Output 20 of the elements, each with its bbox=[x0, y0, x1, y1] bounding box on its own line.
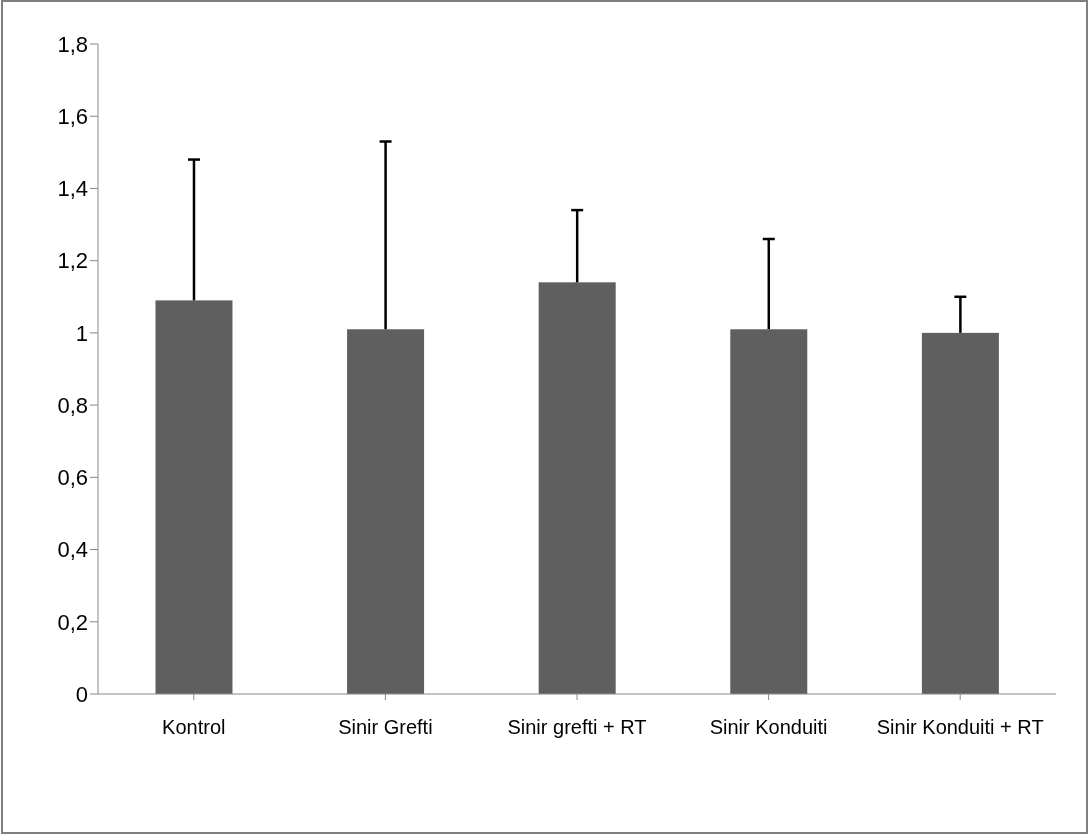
bar bbox=[538, 282, 616, 694]
x-tick-label: Kontrol bbox=[162, 716, 226, 739]
bar bbox=[730, 329, 808, 694]
y-tick-label: 1,6 bbox=[57, 104, 88, 130]
x-tick-label: Sinir Konduiti bbox=[709, 716, 828, 739]
y-tick-label: 0 bbox=[75, 681, 88, 707]
y-tick-label: 0,4 bbox=[57, 537, 88, 563]
y-tick-label: 1 bbox=[75, 320, 88, 346]
y-tick-label: 1,2 bbox=[57, 248, 88, 274]
y-tick-label: 0,8 bbox=[57, 392, 88, 418]
y-tick-label: 1,4 bbox=[57, 176, 88, 202]
x-tick-label: Sinir Konduiti + RT bbox=[876, 716, 1044, 739]
x-tick-label: Sinir grefti + RT bbox=[507, 716, 647, 739]
x-tick-label: Sinir Grefti bbox=[338, 716, 433, 739]
y-tick-label: 0,6 bbox=[57, 465, 88, 491]
bar bbox=[921, 332, 999, 694]
y-tick-label: 1,8 bbox=[57, 31, 88, 57]
bar bbox=[155, 300, 233, 694]
y-tick-label: 0,2 bbox=[57, 609, 88, 635]
bar bbox=[347, 329, 425, 694]
